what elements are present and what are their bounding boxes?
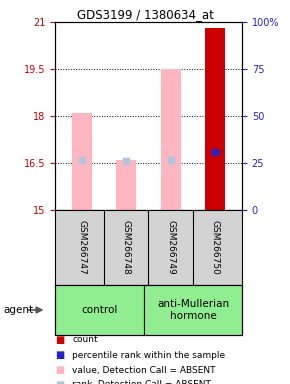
Text: ■: ■ xyxy=(55,350,64,360)
Text: GDS3199 / 1380634_at: GDS3199 / 1380634_at xyxy=(77,8,213,21)
Text: GSM266748: GSM266748 xyxy=(122,220,131,275)
Text: GSM266750: GSM266750 xyxy=(211,220,220,275)
Bar xyxy=(72,113,92,210)
Text: GSM266747: GSM266747 xyxy=(77,220,86,275)
Text: ■: ■ xyxy=(55,365,64,375)
Bar xyxy=(161,69,181,210)
Bar xyxy=(205,28,225,210)
Text: GSM266749: GSM266749 xyxy=(166,220,175,275)
Text: ■: ■ xyxy=(55,335,64,345)
Text: value, Detection Call = ABSENT: value, Detection Call = ABSENT xyxy=(72,366,216,374)
Text: rank, Detection Call = ABSENT: rank, Detection Call = ABSENT xyxy=(72,381,211,384)
Text: percentile rank within the sample: percentile rank within the sample xyxy=(72,351,226,359)
Text: control: control xyxy=(81,305,118,315)
Bar xyxy=(144,285,242,335)
Text: anti-Mullerian
hormone: anti-Mullerian hormone xyxy=(157,299,229,321)
Text: count: count xyxy=(72,336,98,344)
Text: ■: ■ xyxy=(55,380,64,384)
Text: agent: agent xyxy=(3,305,33,315)
Bar xyxy=(116,160,136,210)
Bar xyxy=(55,285,144,335)
